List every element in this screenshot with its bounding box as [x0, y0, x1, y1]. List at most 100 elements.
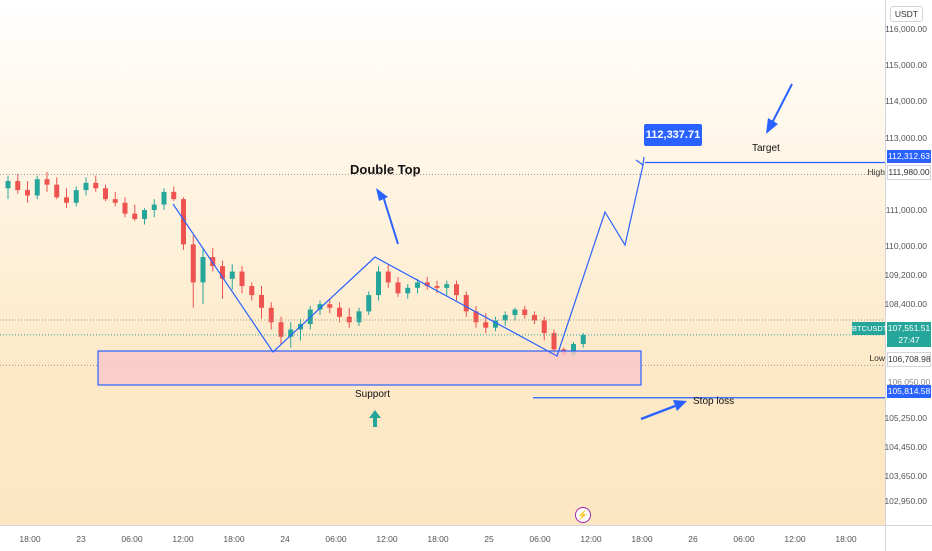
current-price-badge: 107,551.51	[887, 322, 931, 335]
candle-body	[522, 309, 528, 315]
time-tick: 24	[280, 534, 290, 544]
candle-body	[210, 257, 216, 267]
candle-body	[5, 181, 11, 189]
time-tick: 12:00	[784, 534, 806, 544]
target-level-badge: 112,312.63	[887, 150, 931, 163]
price-scale[interactable]: USDT 116,000.00 115,000.00 114,000.00 113,0…	[852, 0, 932, 533]
current-symbol-badge: BTCUSDT	[852, 322, 888, 335]
candle-body	[337, 307, 342, 317]
candle-body	[580, 334, 586, 344]
time-scale[interactable]: 18:00 23 06:00 12:00 18:00 24 06:00 12:00 18:00 2…	[0, 525, 902, 551]
candle-body	[151, 204, 157, 210]
candle-body	[83, 182, 89, 191]
candle-body	[122, 202, 128, 214]
time-tick: 06:00	[529, 534, 551, 544]
candle-body	[376, 271, 381, 296]
candle-body	[512, 309, 518, 315]
candle-body	[25, 190, 30, 196]
time-tick: 18:00	[19, 534, 41, 544]
candle-body	[93, 182, 99, 189]
time-tick: 12:00	[376, 534, 398, 544]
pattern-path	[172, 164, 644, 357]
candle-body	[395, 282, 401, 294]
time-tick: 26	[688, 534, 698, 544]
candle-body	[473, 311, 479, 323]
price-tick: 108,400.00	[884, 299, 927, 310]
stop-loss-label: Stop loss	[693, 396, 735, 407]
candle-body	[483, 322, 489, 328]
candle-body	[551, 333, 557, 350]
price-tick: 116,000.00	[885, 23, 927, 34]
candle-body	[356, 311, 362, 323]
support-zone	[97, 350, 642, 386]
time-tick: 23	[76, 534, 86, 544]
double-top-arrow-head	[376, 188, 388, 201]
candle-body	[54, 184, 60, 198]
candle-body	[112, 199, 118, 203]
candle-body	[317, 304, 323, 310]
candle-body	[229, 271, 235, 279]
scale-corner	[885, 525, 932, 551]
candle-body	[454, 284, 459, 296]
support-label: Support	[355, 389, 391, 400]
price-tick: 105,250.00	[884, 413, 927, 424]
candle-body	[15, 181, 21, 191]
candle-body	[424, 282, 430, 287]
time-tick: 18:00	[631, 534, 653, 544]
low-side-label: Low	[869, 353, 885, 363]
price-tick: 109,200.00	[884, 270, 927, 281]
candle-body	[532, 315, 537, 321]
candle-body	[571, 343, 576, 355]
time-tick: 06:00	[733, 534, 755, 544]
chart-area[interactable]: Double Top 112,337.71 Target Support Sto…	[0, 0, 885, 525]
candle-body	[502, 315, 508, 321]
candle-body	[220, 266, 225, 279]
stop-arrow-head	[673, 400, 687, 411]
candle-body	[200, 257, 206, 283]
stop-level-badge: 105,814.58	[887, 385, 931, 398]
candle-body	[415, 282, 420, 288]
flash-icon[interactable]: ⚡	[575, 507, 591, 523]
target-arrow-shaft	[771, 83, 793, 124]
price-tick: 103,650.00	[884, 471, 927, 482]
candle-body	[132, 213, 138, 220]
candle-body	[463, 295, 469, 312]
price-tick: 111,000.00	[885, 205, 927, 215]
pattern-arrowhead	[635, 156, 645, 167]
price-tick: 114,000.00	[885, 96, 927, 107]
high-level-badge: 111,980.00	[887, 165, 931, 180]
price-tick: 102,950.00	[884, 496, 927, 507]
time-tick: 12:00	[580, 534, 602, 544]
chart-canvas	[0, 83, 885, 427]
candle-body	[278, 322, 284, 337]
support-up-arrow	[369, 410, 381, 427]
low-level-badge: 106,708.98	[887, 352, 931, 367]
time-tick: 18:00	[223, 534, 245, 544]
candle-body	[259, 295, 264, 308]
candle-body	[161, 191, 167, 205]
countdown-badge: 27:47	[887, 334, 931, 347]
candle-body	[327, 304, 333, 308]
price-tick: 115,000.00	[885, 60, 927, 71]
candle-body	[64, 197, 69, 203]
double-top-arrow-shaft	[382, 195, 399, 245]
candle-body	[434, 286, 440, 288]
candle-body	[444, 284, 450, 288]
candle-body	[142, 210, 147, 220]
candle-body	[541, 320, 547, 334]
currency-button[interactable]: USDT	[889, 6, 923, 22]
target-arrow-head	[766, 118, 778, 134]
candle-body	[288, 329, 294, 337]
candle-body	[366, 295, 372, 312]
time-tick: 18:00	[835, 534, 857, 544]
target-price-box: 112,337.71	[644, 124, 702, 146]
high-side-label: High	[867, 167, 885, 177]
candle-body	[190, 244, 196, 283]
candle-body	[73, 190, 79, 203]
candle-body	[181, 199, 186, 245]
candle-body	[405, 287, 411, 294]
hidden-level-label: 106,050.00	[887, 377, 931, 387]
candle-body	[249, 286, 255, 296]
candle-body	[268, 307, 274, 323]
double-top-label: Double Top	[350, 162, 421, 177]
